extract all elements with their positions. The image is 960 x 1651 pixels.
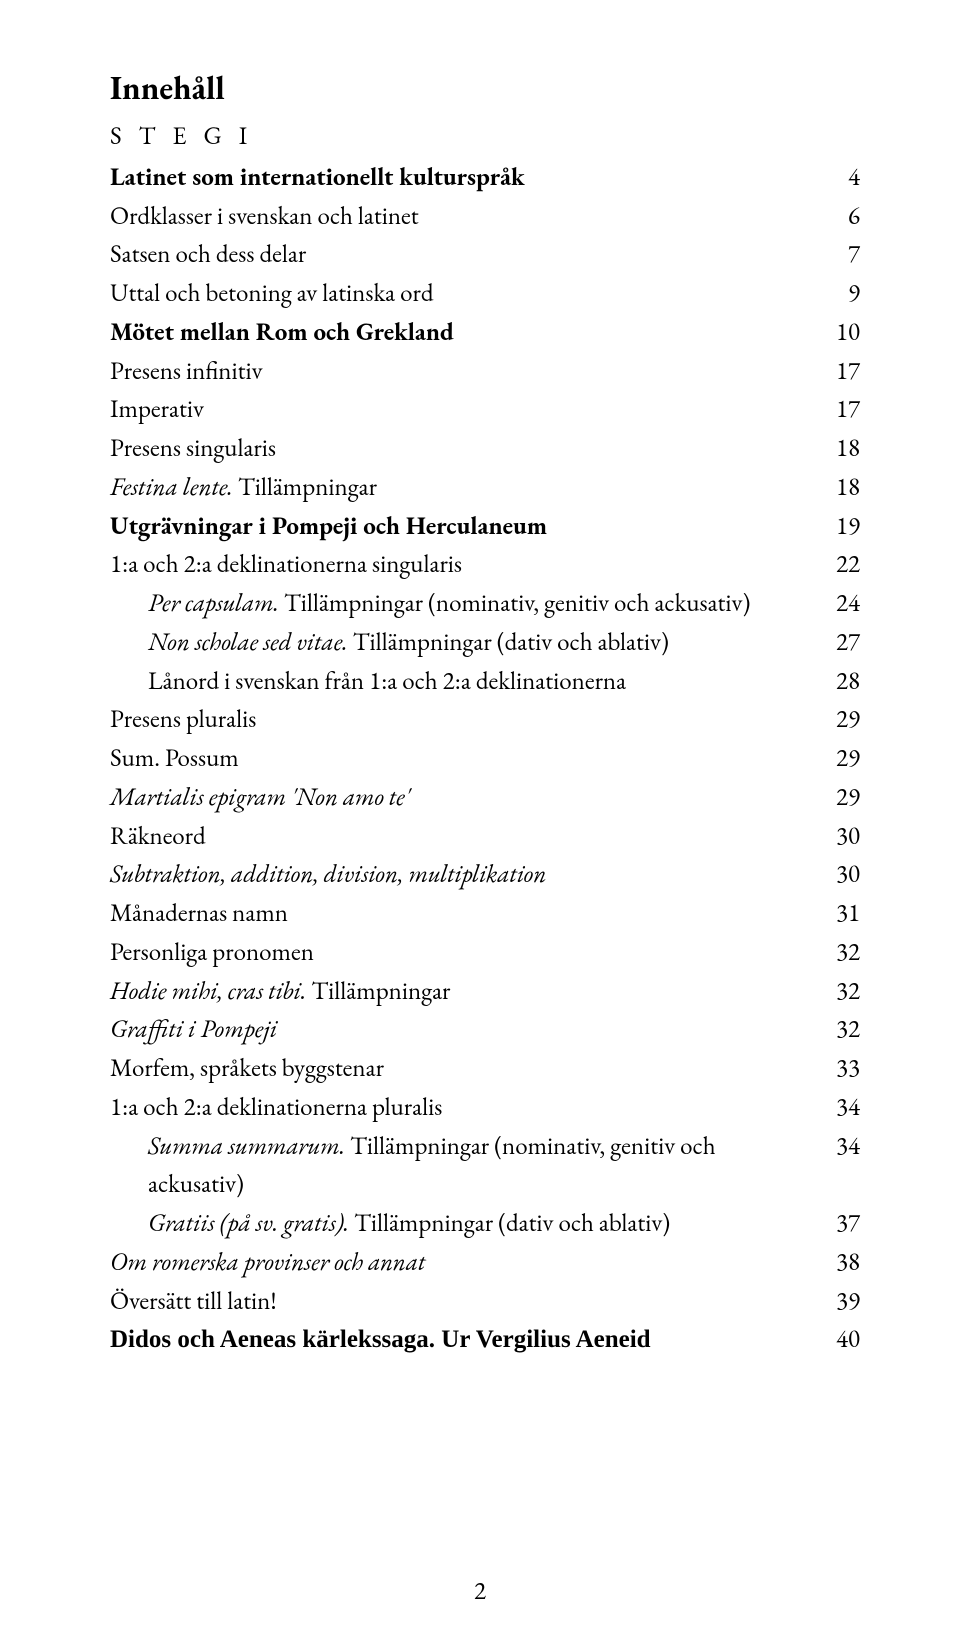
toc-row: Martialis epigram 'Non amo te'29 [110,778,860,817]
toc-page-number: 33 [820,1049,860,1088]
toc-label: Personliga pronomen [110,933,820,972]
toc-page-number: 18 [820,468,860,507]
toc-row: Presens singularis18 [110,429,860,468]
toc-row: Månadernas namn31 [110,894,860,933]
toc-label: Utgrävningar i Pompeji och Herculaneum [110,507,820,546]
page-number: 2 [0,1572,960,1611]
toc-page-number: 39 [820,1282,860,1321]
toc-row: Subtraktion, addition, division, multipl… [110,855,860,894]
toc-row: Räkneord30 [110,817,860,856]
toc-label: Didos och Aeneas kärlekssaga. Ur Vergili… [110,1321,820,1360]
toc-page-number: 30 [820,855,860,894]
toc-label: Graffiti i Pompeji [110,1010,820,1049]
toc-page-number: 32 [820,933,860,972]
toc-row: Presens infinitiv17 [110,352,860,391]
toc-page-number: 34 [820,1088,860,1127]
toc-row: Latinet som internationellt kulturspråk4 [110,158,860,197]
toc-row: Lånord i svenskan från 1:a och 2:a dekli… [110,662,860,701]
toc-page-number: 38 [820,1243,860,1282]
toc-label: Lånord i svenskan från 1:a och 2:a dekli… [110,662,820,701]
toc-row: Utgrävningar i Pompeji och Herculaneum19 [110,507,860,546]
toc-label: Presens singularis [110,429,820,468]
toc-page-number: 32 [820,972,860,1011]
toc-row: Per capsulam. Tillämpningar (nominativ, … [110,584,860,623]
toc-label: Martialis epigram 'Non amo te' [110,778,820,817]
toc-page-number: 19 [820,507,860,546]
toc-row: Didos och Aeneas kärlekssaga. Ur Vergili… [110,1320,860,1360]
toc-label: Per capsulam. Tillämpningar (nominativ, … [110,584,820,623]
toc-label: Gratiis (på sv. gratis). Tillämpningar (… [110,1204,820,1243]
toc-page-number: 31 [820,894,860,933]
toc-label: Ordklasser i svenskan och latinet [110,197,820,236]
toc-row: Om romerska provinser och annat38 [110,1243,860,1282]
toc-label: Om romerska provinser och annat [110,1243,820,1282]
toc-row: 1:a och 2:a deklinationerna pluralis34 [110,1088,860,1127]
toc-page-number: 10 [820,313,860,352]
toc-row: Graffiti i Pompeji32 [110,1010,860,1049]
toc-page-number: 17 [820,390,860,429]
toc-label: Subtraktion, addition, division, multipl… [110,855,820,894]
toc-row: Sum. Possum29 [110,739,860,778]
toc-page-number: 32 [820,1010,860,1049]
toc-row: Översätt till latin!39 [110,1282,860,1321]
toc-page-number: 7 [820,235,860,274]
toc-page-number: 18 [820,429,860,468]
toc-page-number: 4 [820,158,860,197]
toc-label: Summa summarum. Tillämpningar (nominativ… [110,1127,820,1205]
toc-label: Satsen och dess delar [110,235,820,274]
toc-row: Festina lente. Tillämpningar18 [110,468,860,507]
toc-page-number: 29 [820,739,860,778]
toc-row: Morfem, språkets byggstenar33 [110,1049,860,1088]
toc-label: Uttal och betoning av latinska ord [110,274,820,313]
toc-row: Gratiis (på sv. gratis). Tillämpningar (… [110,1204,860,1243]
toc-page-number: 17 [820,352,860,391]
toc-label: Sum. Possum [110,739,820,778]
toc-label: 1:a och 2:a deklinationerna pluralis [110,1088,820,1127]
toc-page-number: 30 [820,817,860,856]
toc-page-number: 6 [820,197,860,236]
toc-label: Månadernas namn [110,894,820,933]
section-label: S T E G I [110,117,860,156]
toc-row: Presens pluralis29 [110,700,860,739]
toc-row: Satsen och dess delar7 [110,235,860,274]
toc-row: Summa summarum. Tillämpningar (nominativ… [110,1127,860,1205]
toc-row: Non scholae sed vitae. Tillämpningar (da… [110,623,860,662]
toc-row: Mötet mellan Rom och Grekland10 [110,313,860,352]
toc-page-number: 40 [820,1320,860,1359]
toc-page-number: 22 [820,545,860,584]
toc-label: Presens pluralis [110,700,820,739]
toc-label: 1:a och 2:a deklinationerna singularis [110,545,820,584]
toc-page-number: 29 [820,700,860,739]
toc-label: Översätt till latin! [110,1282,820,1321]
toc-label: Festina lente. Tillämpningar [110,468,820,507]
toc-page-number: 27 [820,623,860,662]
toc-row: Personliga pronomen32 [110,933,860,972]
toc-page-number: 37 [820,1204,860,1243]
toc-page-number: 24 [820,584,860,623]
toc-label: Non scholae sed vitae. Tillämpningar (da… [110,623,820,662]
toc-page-number: 29 [820,778,860,817]
toc-label: Mötet mellan Rom och Grekland [110,313,820,352]
toc-row: 1:a och 2:a deklinationerna singularis22 [110,545,860,584]
toc-label: Räkneord [110,817,820,856]
toc-page-number: 34 [820,1127,860,1166]
table-of-contents: Latinet som internationellt kulturspråk4… [110,158,860,1360]
toc-page-number: 28 [820,662,860,701]
toc-label: Hodie mihi, cras tibi. Tillämpningar [110,972,820,1011]
toc-row: Ordklasser i svenskan och latinet6 [110,197,860,236]
toc-label: Imperativ [110,390,820,429]
toc-row: Uttal och betoning av latinska ord9 [110,274,860,313]
toc-row: Hodie mihi, cras tibi. Tillämpningar32 [110,972,860,1011]
toc-row: Imperativ17 [110,390,860,429]
document-page: Innehåll S T E G I Latinet som internati… [0,0,960,1651]
toc-page-number: 9 [820,274,860,313]
toc-label: Presens infinitiv [110,352,820,391]
toc-label: Latinet som internationellt kulturspråk [110,158,820,197]
page-title: Innehåll [110,62,860,113]
toc-label: Morfem, språkets byggstenar [110,1049,820,1088]
